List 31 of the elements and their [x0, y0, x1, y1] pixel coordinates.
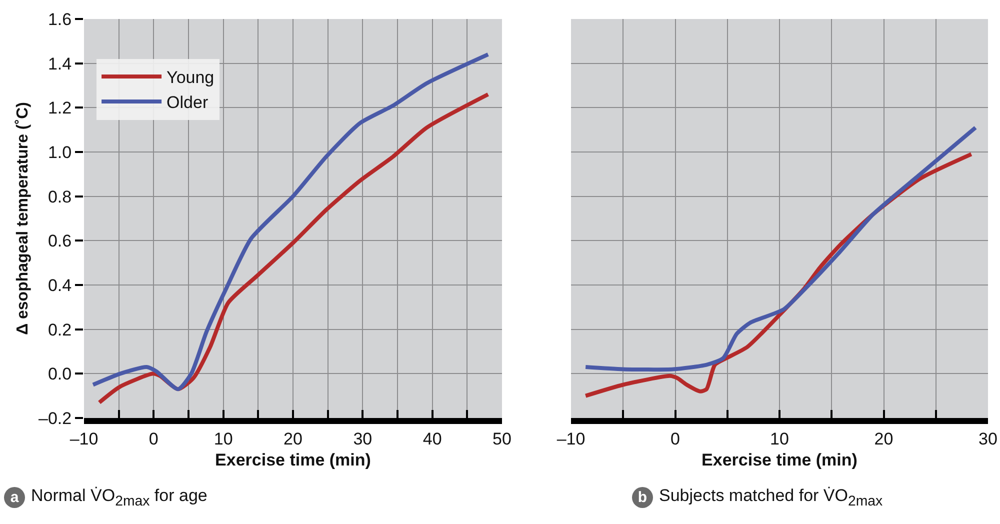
x-tick-label: 10 — [770, 429, 789, 448]
x-axis-title: Exercise time (min) — [702, 450, 858, 470]
y-tick-label: 1.6 — [48, 10, 72, 29]
y-tick-label: 0.6 — [48, 232, 72, 251]
x-tick-label: –10 — [70, 429, 98, 448]
x-tick-label: 0 — [670, 429, 680, 448]
legend-label: Young — [166, 68, 214, 88]
text: Normal V̇O$_{2max}$ for age — [31, 486, 208, 510]
x-tick-label: –10 — [556, 429, 586, 448]
x-tick-label: 50 — [492, 429, 512, 448]
text: Subjects matched for V̇O$_{2max}$ — [659, 486, 883, 510]
x-tick-label: 20 — [874, 429, 894, 448]
x-tick-label: 40 — [422, 429, 442, 448]
y-tick-label: 1.4 — [48, 54, 72, 74]
y-tick-label: 1.2 — [48, 98, 72, 118]
legend-label: Older — [166, 93, 208, 112]
x-tick-label: 10 — [214, 429, 233, 448]
y-tick-label: 0.4 — [48, 276, 72, 295]
x-tick-label: 0 — [148, 429, 158, 448]
y-tick-label: 0.8 — [48, 187, 72, 206]
line-series — [97, 92, 490, 404]
x-tick-label: 20 — [284, 429, 302, 448]
y-tick-label: 0.0 — [48, 364, 72, 384]
y-tick-label: 1.0 — [48, 142, 72, 162]
x-tick-label: 30 — [978, 429, 998, 448]
y-tick-label: 0.2 — [48, 320, 72, 340]
x-axis-title: Exercise time (min) — [215, 450, 371, 470]
y-axis-title: Δ esophageal temperature (˚C) — [14, 102, 32, 335]
line-series — [91, 52, 490, 392]
x-tick-label: 30 — [353, 429, 372, 448]
y-tick-label: –0.2 — [38, 408, 72, 428]
